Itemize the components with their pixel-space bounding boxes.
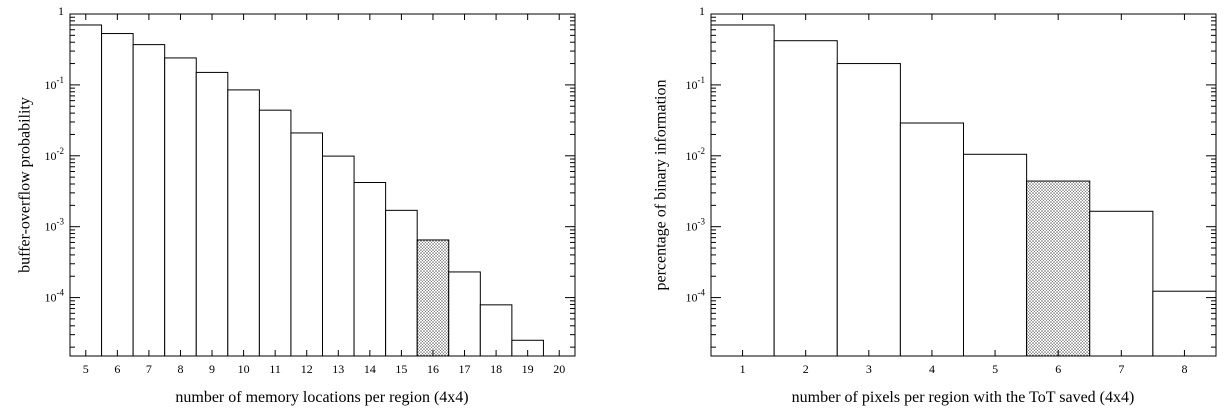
left-x-tick-label: 7 [146,362,152,376]
left-bar-11 [258,109,292,357]
left-bar-18 [479,304,513,357]
right-chart: 1 2 3 4 5 6 7 8 1 10-1 10-2 10-3 10-4 percentage of … [653,4,1217,406]
left-y-tick-label: 10-2 [45,146,65,163]
left-x-tick-label: 20 [553,362,565,376]
left-bar-8 [164,57,197,357]
right-bars [710,24,1217,357]
left-bar-14 [353,182,387,357]
right-x-tick-label: 7 [1118,362,1124,376]
left-y-tick-label: 1 [58,4,64,18]
right-y-tick-label: 1 [699,4,705,18]
left-x-tick-label: 5 [83,362,89,376]
right-y-tick-label: 10-1 [686,75,706,92]
right-bar-8 [1152,290,1217,357]
left-x-tick-label: 11 [269,362,281,376]
left-bar-12 [290,132,323,357]
left-bar-6 [101,33,134,357]
right-y-tick-label: 10-4 [686,288,706,305]
right-axis-ticks: 1 2 3 4 5 6 7 8 1 10-1 10-2 10-3 10-4 [686,4,1216,376]
right-x-tick-label: 3 [866,362,872,376]
left-bar-13 [322,155,355,357]
left-bars [69,24,544,357]
right-bar-6 [1026,180,1091,357]
right-x-axis-label: number of pixels per region with the ToT… [792,389,1135,406]
right-bar-4 [899,122,964,357]
left-x-tick-label: 14 [364,362,376,376]
left-bar-16 [416,239,450,357]
right-plot-frame [710,13,1217,357]
left-x-tick-label: 12 [301,362,313,376]
left-x-axis-label: number of memory locations per region (4… [175,389,468,406]
right-y-tick-label: 10-2 [686,146,706,163]
left-chart: 5 6 7 8 9 10 11 12 13 14 15 16 17 18 19 20 1 10-1 10-2 10-3… [17,4,576,406]
right-x-tick-label: 4 [929,362,935,376]
left-y-axis-label: buffer-overflow probability [17,97,34,273]
right-y-tick-label: 10-3 [686,217,706,234]
left-x-tick-label: 10 [238,362,250,376]
left-x-tick-label: 19 [522,362,534,376]
right-x-tick-label: 1 [740,362,746,376]
right-bar-3 [836,63,901,357]
left-x-tick-label: 17 [459,362,471,376]
right-bar-1 [710,24,775,357]
right-bar-5 [963,153,1028,357]
right-x-tick-label: 2 [803,362,809,376]
left-x-tick-label: 13 [332,362,344,376]
left-x-tick-label: 8 [177,362,183,376]
right-bar-2 [773,40,838,357]
right-bar-7 [1089,210,1154,357]
left-x-tick-label: 16 [427,362,439,376]
left-bar-10 [227,89,260,357]
left-x-tick-label: 15 [395,362,407,376]
left-x-tick-label: 18 [490,362,502,376]
left-y-tick-label: 10-3 [45,217,65,234]
left-y-tick-label: 10-1 [45,75,65,92]
left-plot-frame [69,13,576,357]
right-x-tick-label: 5 [992,362,998,376]
right-x-tick-label: 6 [1055,362,1061,376]
left-bar-5 [69,24,103,357]
left-bar-15 [385,209,418,357]
left-axis-ticks: 5 6 7 8 9 10 11 12 13 14 15 16 17 18 19 20 1 10-1 10-2 10-3… [45,4,575,376]
left-x-tick-label: 6 [114,362,120,376]
left-x-tick-label: 9 [209,362,215,376]
right-x-tick-label: 8 [1181,362,1187,376]
right-y-axis-label: percentage of binary information [653,79,670,290]
left-bar-9 [195,71,229,357]
left-bar-7 [132,44,166,357]
left-bar-17 [448,271,481,357]
left-y-tick-label: 10-4 [45,288,65,305]
